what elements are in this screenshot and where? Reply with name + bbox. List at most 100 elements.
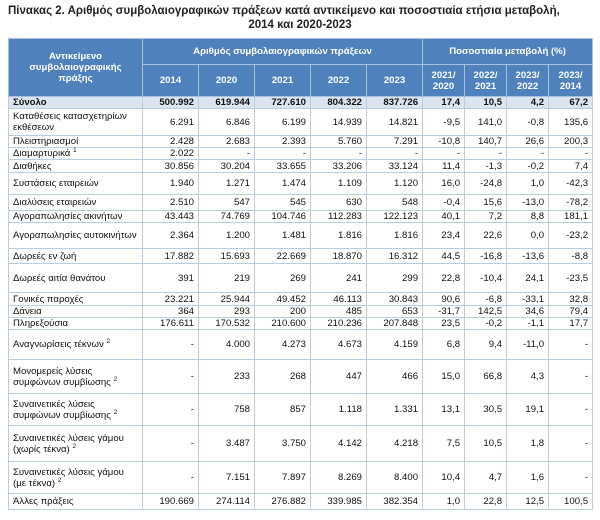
count-cell: 8.400 bbox=[365, 461, 424, 494]
count-cell: 1.120 bbox=[365, 172, 424, 195]
label-text: Πληρεξούσια bbox=[13, 318, 69, 329]
period-header: 2022/ 2021 bbox=[464, 64, 508, 97]
row-label: Δωρεές εν ζωή bbox=[8, 248, 143, 264]
change-cell: -1,1 bbox=[506, 317, 550, 330]
count-cell: 391 bbox=[142, 263, 199, 293]
change-cell: 24,1 bbox=[506, 263, 550, 293]
count-cell: 4.273 bbox=[254, 329, 311, 360]
count-cell: 200 bbox=[254, 305, 311, 318]
count-cell: 2.683 bbox=[198, 135, 255, 148]
count-cell: 6.291 bbox=[142, 108, 199, 136]
label-text: Συναινετικές λύσεις γάμου (με τέκνα) bbox=[13, 466, 124, 489]
count-cell: 727.610 bbox=[254, 96, 311, 109]
change-cell: - bbox=[422, 147, 466, 160]
count-cell: 2.393 bbox=[254, 135, 311, 148]
change-cell: 181,1 bbox=[548, 210, 594, 223]
change-cell: 8,8 bbox=[506, 210, 550, 223]
count-cell: 2.510 bbox=[142, 194, 199, 211]
row-label: Δάνεια bbox=[8, 305, 143, 318]
count-cell: 5.760 bbox=[310, 135, 367, 148]
header-row: 2014 2020 2021 2022 2023 2021/ 2020 2022/ 2021… bbox=[9, 64, 594, 97]
row-label: Συναινετικές λύσεις γάμου (με τέκνα) 2 bbox=[8, 461, 143, 494]
change-cell: 23,4 bbox=[422, 222, 466, 249]
data-row: Διαθήκες 30.856 30.204 33.655 33.206 33.124 11… bbox=[8, 159, 594, 173]
change-cell: -78,2 bbox=[548, 194, 594, 211]
change-cell: -1,3 bbox=[464, 159, 508, 173]
count-cell: 269 bbox=[254, 263, 311, 293]
count-cell: - bbox=[142, 359, 199, 394]
row-label: Πλειστηριασμοί bbox=[8, 135, 143, 148]
change-cell: 19,1 bbox=[506, 393, 550, 426]
label-text: Δάνεια bbox=[13, 306, 42, 317]
count-cell: 485 bbox=[310, 305, 367, 318]
data-row: Συναινετικές λύσεις συμφώνων συμβίωσης 2… bbox=[8, 393, 594, 426]
count-cell: 22.669 bbox=[254, 248, 311, 264]
change-cell: 4,2 bbox=[506, 96, 550, 109]
count-cell: 1.481 bbox=[254, 222, 311, 249]
data-row: Αναγνωρίσεις τέκνων 2-4.000 4.273 4.673 4.1… bbox=[8, 329, 594, 360]
row-label: Συστάσεις εταιρειών bbox=[8, 172, 143, 195]
change-cell: - bbox=[548, 329, 594, 360]
count-cell: 299 bbox=[365, 263, 424, 293]
total-row: Σύνολο 500.992 619.944 727.610 804.322 837.72… bbox=[8, 96, 594, 109]
label-text: Καταθέσεις κατασχετηρίων εκθέσεων bbox=[13, 111, 127, 133]
count-cell: 466 bbox=[365, 359, 424, 394]
change-cell: -9,5 bbox=[422, 108, 466, 136]
change-cell: -33,1 bbox=[506, 292, 550, 306]
count-cell: 545 bbox=[254, 194, 311, 211]
row-label: Πληρεξούσια bbox=[8, 317, 143, 330]
period-header: 2023/ 2014 bbox=[548, 64, 594, 97]
count-cell: 17.882 bbox=[142, 248, 199, 264]
count-cell: 758 bbox=[198, 393, 255, 426]
change-cell: - bbox=[548, 461, 594, 494]
count-cell: 4.673 bbox=[310, 329, 367, 360]
count-cell: - bbox=[198, 147, 255, 160]
count-cell: 857 bbox=[254, 393, 311, 426]
change-cell: 26,6 bbox=[506, 135, 550, 148]
data-row: Δάνεια 364 293 200 485 653 -31,7 142,5 34,6 79,4 bbox=[8, 305, 594, 318]
count-cell: 6.199 bbox=[254, 108, 311, 136]
count-cell: 30.204 bbox=[198, 159, 255, 173]
change-cell: 1,8 bbox=[506, 425, 550, 462]
count-cell: 630 bbox=[310, 194, 367, 211]
count-cell: 382.354 bbox=[365, 493, 424, 510]
count-cell: 170.532 bbox=[198, 317, 255, 330]
count-cell: 653 bbox=[365, 305, 424, 318]
count-cell: 7.897 bbox=[254, 461, 311, 494]
change-cell: - bbox=[548, 393, 594, 426]
footnote-mark: 2 bbox=[113, 375, 118, 383]
change-cell: 7,4 bbox=[548, 159, 594, 173]
change-cell: - bbox=[548, 359, 594, 394]
row-label: Διαθήκες bbox=[8, 159, 143, 173]
footnote-mark: 2 bbox=[113, 408, 118, 416]
count-cell: 104.746 bbox=[254, 210, 311, 223]
data-row: Γονικές παροχές 23.221 25.944 49.452 46.113 3… bbox=[8, 292, 594, 306]
count-cell: - bbox=[365, 147, 424, 160]
change-cell: 40,1 bbox=[422, 210, 466, 223]
row-label: Συναινετικές λύσεις γάμου (χωρίς τέκνα) … bbox=[8, 425, 143, 462]
change-cell: 66,8 bbox=[464, 359, 508, 394]
change-cell: 13,1 bbox=[422, 393, 466, 426]
table-title: Πίνακας 2. Αριθμός συμβολαιογραφικών πρά… bbox=[8, 4, 592, 32]
change-cell: 10,4 bbox=[422, 461, 466, 494]
change-cell: 135,6 bbox=[548, 108, 594, 136]
change-cell: 1,0 bbox=[422, 493, 466, 510]
count-cell: 7.291 bbox=[365, 135, 424, 148]
change-cell: -13,0 bbox=[506, 194, 550, 211]
count-cell: 3.487 bbox=[198, 425, 255, 462]
change-cell: 100,5 bbox=[548, 493, 594, 510]
count-cell: 547 bbox=[198, 194, 255, 211]
count-cell: 1.200 bbox=[198, 222, 255, 249]
change-cell: -23,2 bbox=[548, 222, 594, 249]
row-label: Συναινετικές λύσεις συμφώνων συμβίωσης 2 bbox=[8, 393, 143, 426]
row-label: Διαλύσεις εταιρειών bbox=[8, 194, 143, 211]
label-text: Διαλύσεις εταιρειών bbox=[13, 197, 97, 208]
data-row: Διαμαρτυρικά 1 2.022- - - - - - - - bbox=[8, 147, 594, 160]
count-cell: - bbox=[142, 425, 199, 462]
count-cell: 30.856 bbox=[142, 159, 199, 173]
count-cell: 1.118 bbox=[310, 393, 367, 426]
count-cell: 33.124 bbox=[365, 159, 424, 173]
change-cell: -0,2 bbox=[464, 317, 508, 330]
count-cell: 25.944 bbox=[198, 292, 255, 306]
period-header: 2023/ 2022 bbox=[506, 64, 550, 97]
